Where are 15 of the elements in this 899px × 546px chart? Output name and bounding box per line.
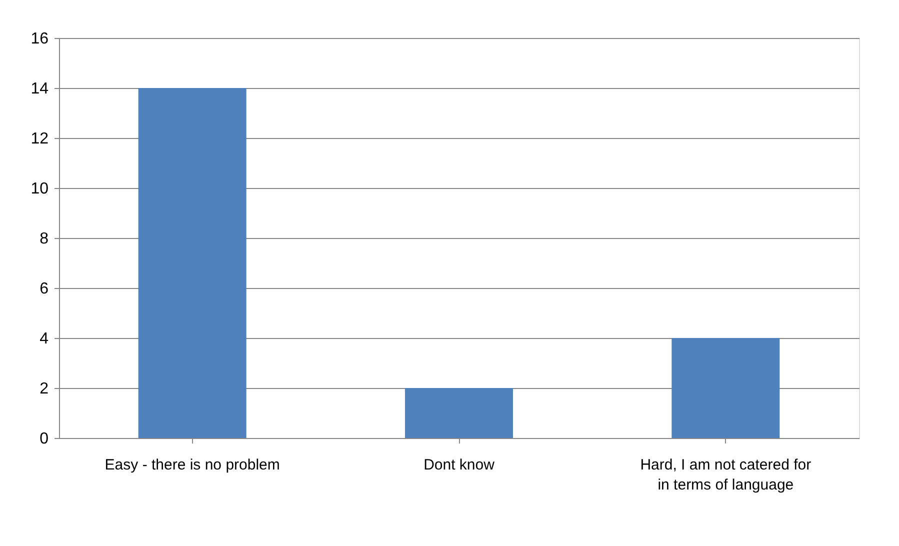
y-tick-label: 4 <box>40 330 49 348</box>
y-tick-label: 12 <box>30 130 49 148</box>
x-tick-label: Hard, I am not catered for in terms of language <box>640 456 812 494</box>
y-tick-label: 2 <box>40 380 49 398</box>
y-tick-label: 0 <box>40 430 49 448</box>
bar <box>672 338 780 438</box>
bar <box>138 88 246 438</box>
bar <box>405 388 513 438</box>
y-tick-label: 8 <box>40 230 49 248</box>
y-tick-label: 10 <box>30 180 49 198</box>
x-tick-label: Dont know <box>424 456 495 474</box>
y-tick-label: 14 <box>30 80 49 98</box>
y-tick-label: 6 <box>40 280 49 298</box>
x-tick-label: Easy - there is no problem <box>104 456 280 474</box>
y-tick-label: 16 <box>30 30 49 48</box>
